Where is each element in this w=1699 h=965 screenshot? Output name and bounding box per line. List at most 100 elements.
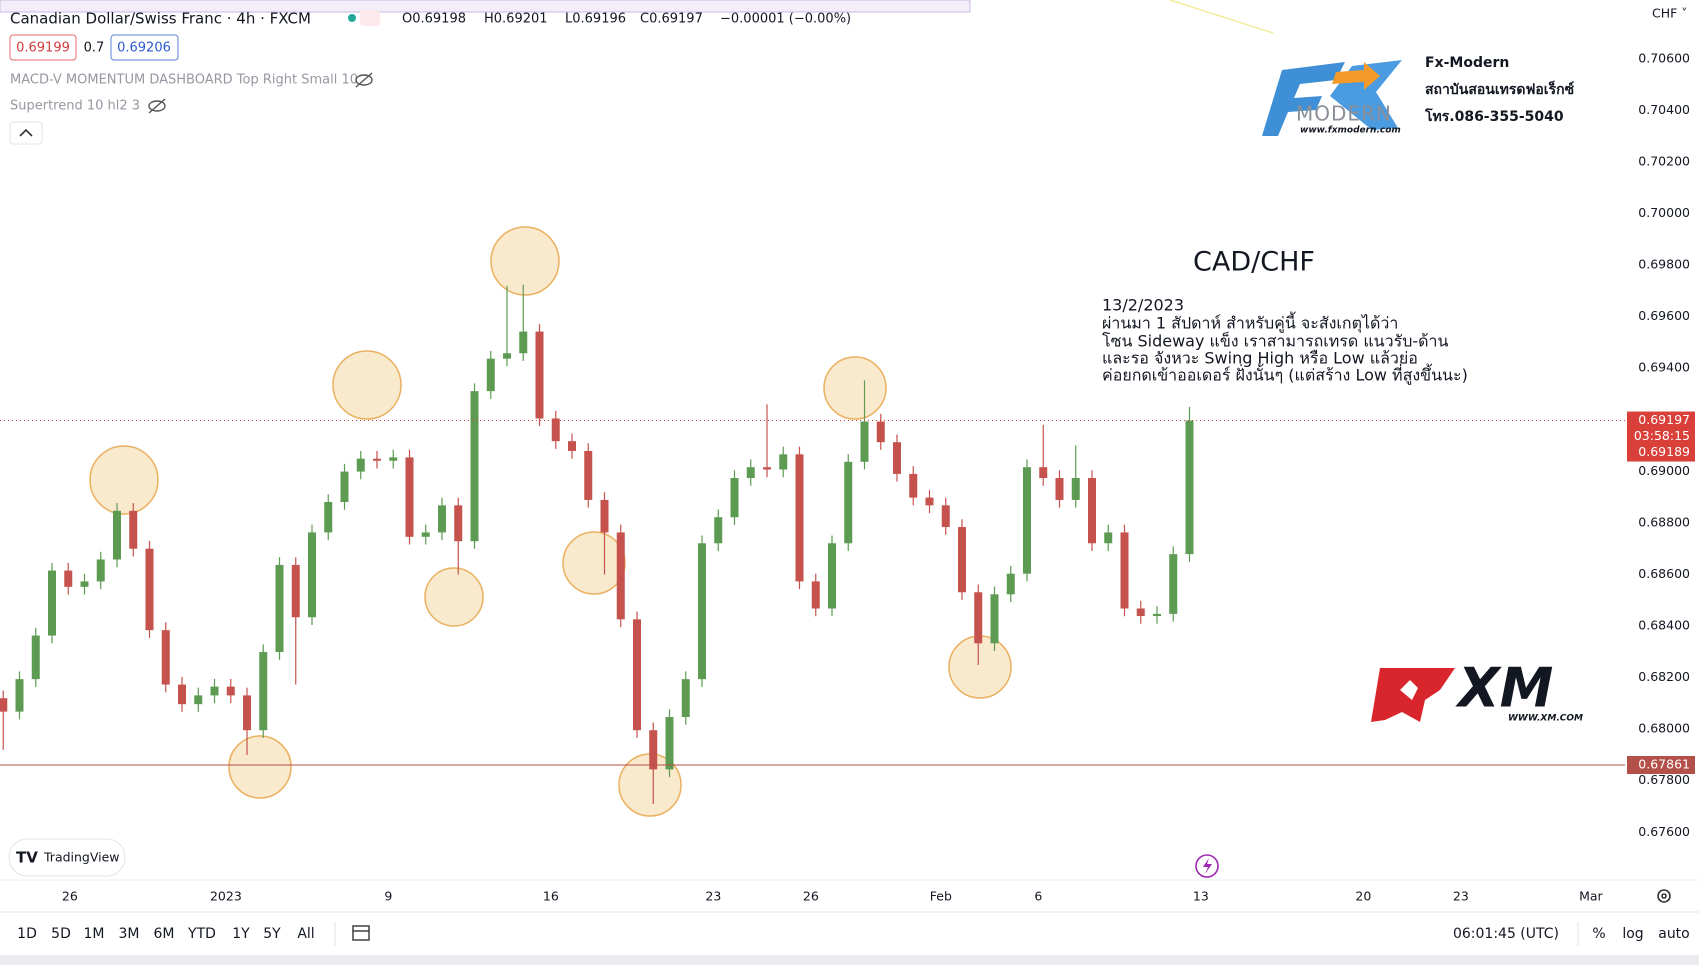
x-tick-label: 9 <box>384 889 392 904</box>
y-tick-label: 0.69000 <box>1638 463 1690 478</box>
ohlc-high: H0.69201 <box>484 12 548 27</box>
candle-body <box>486 358 495 392</box>
event-icon[interactable] <box>1195 854 1219 878</box>
candle-body <box>633 619 641 731</box>
y-tick-label: 0.67800 <box>1638 772 1690 787</box>
plot-area <box>0 284 1625 804</box>
candle-body <box>584 450 593 500</box>
y-tick-label: 0.68000 <box>1638 721 1690 736</box>
x-tick-label: 2023 <box>210 889 242 904</box>
candle-body <box>730 478 739 518</box>
candle-body <box>503 353 511 359</box>
range-button[interactable]: 1Y <box>232 926 250 942</box>
sell-box[interactable] <box>9 34 77 61</box>
candle-body <box>665 717 674 770</box>
candle-body <box>1055 478 1064 500</box>
candle-body <box>80 581 89 587</box>
status-badge <box>360 10 380 26</box>
tradingview-badge[interactable] <box>8 838 126 877</box>
x-tick-label: 6 <box>1034 889 1042 904</box>
settings-icon[interactable] <box>1657 889 1671 903</box>
candle-body <box>454 505 463 542</box>
candle-body <box>616 532 625 620</box>
candle-body <box>389 457 398 461</box>
candle-body <box>681 679 690 718</box>
candle-body <box>763 467 771 470</box>
indicator-label[interactable]: Supertrend 10 hl2 3 <box>10 99 140 114</box>
scale-option[interactable]: % <box>1592 926 1605 942</box>
buy-box[interactable] <box>110 34 179 61</box>
price-label: 0.67861 <box>1638 757 1690 772</box>
candle-body <box>64 570 73 587</box>
candle-body <box>974 592 983 644</box>
swing-circle <box>89 445 159 515</box>
range-button[interactable]: All <box>297 926 314 942</box>
y-tick-label: 0.67600 <box>1638 824 1690 839</box>
candle-body <box>226 686 235 696</box>
swing-circle <box>948 635 1012 699</box>
candle-body <box>828 543 836 609</box>
candle-body <box>551 418 560 442</box>
annotation-line: และรอ จังหวะ Swing High หรือ Low แล้วย่อ <box>1102 349 1418 368</box>
candle-body <box>1185 420 1194 555</box>
x-tick-label: 26 <box>803 889 819 904</box>
range-button[interactable]: 5Y <box>263 926 281 942</box>
x-tick-label: 26 <box>62 889 78 904</box>
y-tick-label: 0.69600 <box>1638 308 1690 323</box>
scale-option[interactable]: auto <box>1658 926 1690 942</box>
candle-body <box>308 532 316 618</box>
fx-phone: โทร.086-355-5040 <box>1424 107 1564 125</box>
candle-body <box>649 730 658 770</box>
x-tick-label: 23 <box>1453 889 1469 904</box>
collapse-button[interactable] <box>9 121 43 145</box>
swing-circle <box>332 350 402 420</box>
candle-body <box>259 652 268 731</box>
candle-body <box>194 695 203 705</box>
candle-body <box>519 331 528 354</box>
hidden-icon[interactable] <box>148 98 166 114</box>
range-button[interactable]: 5D <box>51 926 71 942</box>
calendar-icon[interactable] <box>352 925 370 941</box>
scale-option[interactable]: log <box>1622 926 1643 942</box>
x-tick-label: 16 <box>543 889 559 904</box>
price-label-box <box>1627 411 1695 462</box>
candle-body <box>941 505 950 528</box>
collapse-icon <box>19 128 33 137</box>
badge-text: TradingView <box>43 850 120 865</box>
candle-body <box>1088 478 1096 544</box>
candle-body <box>210 686 219 696</box>
range-button[interactable]: 1M <box>84 926 105 942</box>
range-button[interactable]: 1D <box>17 926 37 942</box>
bottom-strip <box>0 955 1699 965</box>
event-bolt <box>1203 858 1212 874</box>
ohlc-open: O0.69198 <box>402 12 466 27</box>
candle-body <box>1006 573 1015 595</box>
annotation-line: ค่อยกดเข้าออเดอร์ ฝั่งนั้นๆ (แต่สร้าง Lo… <box>1102 364 1468 386</box>
header-strip <box>0 0 971 13</box>
y-tick-label: 0.70200 <box>1638 153 1690 168</box>
swing-circle <box>562 531 626 595</box>
candle-body <box>178 684 186 705</box>
range-buttons: 1D 5D 1M 3M 6M YTD 1Y 5Y All <box>17 926 315 942</box>
candle-body <box>1120 532 1129 609</box>
annotation-line: โซน Sideway แข็ง เราสามารถเทรด แนวรับ-ด้… <box>1102 331 1449 351</box>
y-tick-label: 0.68400 <box>1638 618 1690 633</box>
xm-logo-url: WWW.XM.COM <box>1508 714 1583 724</box>
candle-body <box>145 548 154 631</box>
x-tick-label: Feb <box>930 889 952 904</box>
currency-label[interactable]: CHF ˅ <box>1652 6 1688 21</box>
tv-logo: 𝗧𝗩 <box>16 849 38 867</box>
countdown-label: 03:58:15 <box>1634 428 1690 443</box>
y-tick-label: 0.69800 <box>1638 257 1690 272</box>
indicator-label[interactable]: MACD-V MOMENTUM DASHBOARD Top Right Smal… <box>10 73 358 88</box>
range-button[interactable]: 3M <box>119 926 140 942</box>
candle-body <box>909 473 918 498</box>
clock[interactable]: 06:01:45 (UTC) <box>1453 926 1559 942</box>
range-button[interactable]: 6M <box>154 926 175 942</box>
hidden-icon[interactable] <box>355 72 373 88</box>
y-tick-label: 0.70600 <box>1638 50 1690 65</box>
candle-body <box>746 467 755 479</box>
symbol-title[interactable]: Canadian Dollar/Swiss Franc · 4h · FXCM <box>10 10 311 28</box>
range-button[interactable]: YTD <box>187 926 216 942</box>
fx-logo-word: MODERN <box>1296 102 1392 126</box>
